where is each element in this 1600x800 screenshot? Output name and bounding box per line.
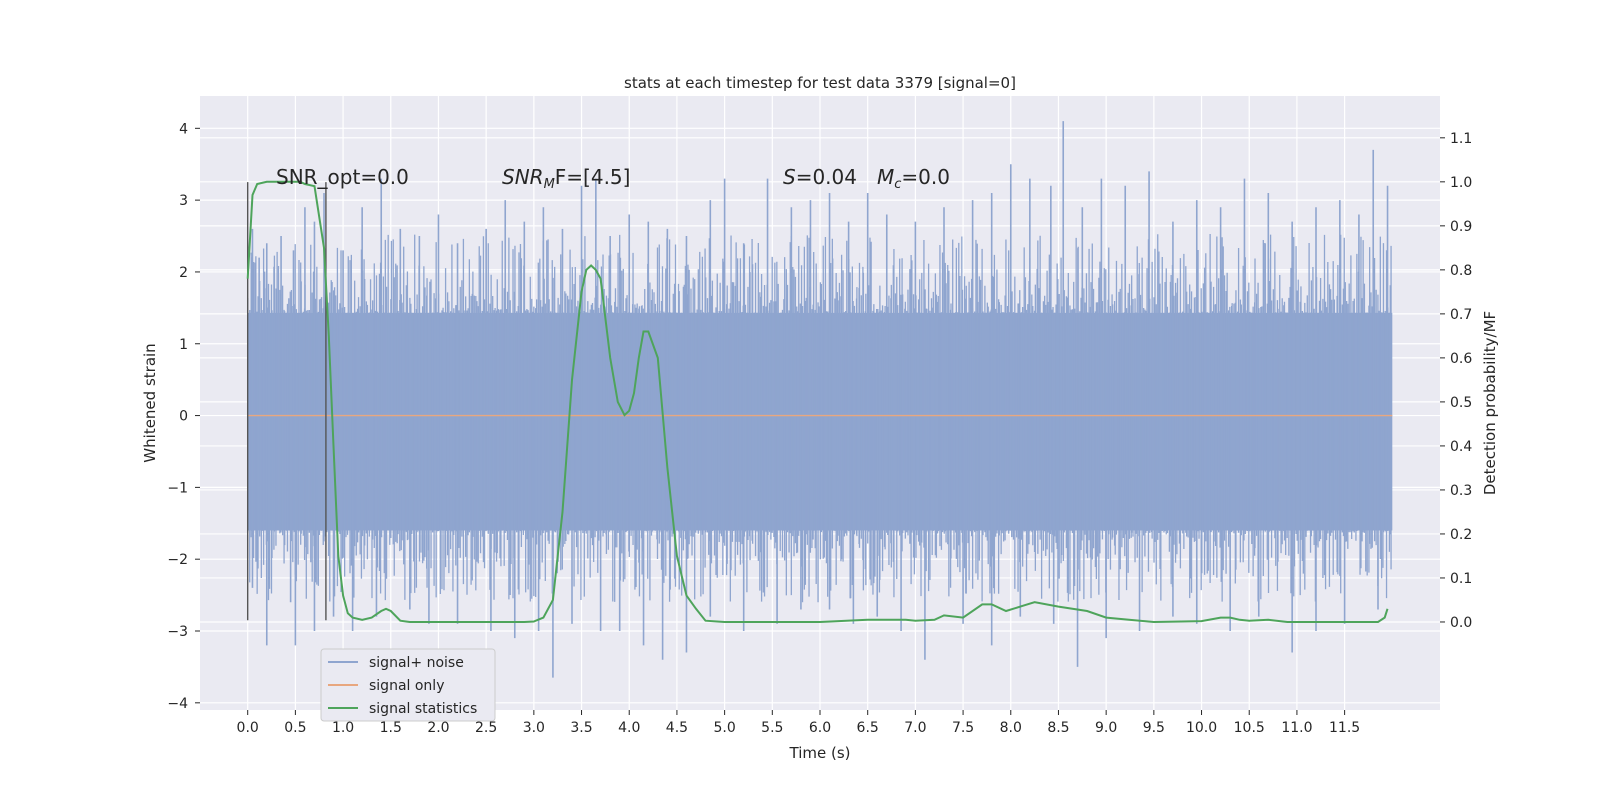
x-tick-label: 2.0	[427, 720, 449, 736]
x-tick-label: 6.0	[809, 720, 831, 736]
x-tick-label: 3.0	[523, 720, 545, 736]
x-tick-label: 4.0	[618, 720, 640, 736]
series-layer	[246, 121, 1393, 678]
y-tick-label: 4	[179, 121, 188, 137]
legend-label-signal-statistics: signal statistics	[369, 701, 477, 717]
x-axis-label: Time (s)	[789, 744, 851, 762]
y-axis-label: Whitened strain	[141, 343, 159, 462]
y2-tick-label: 0.2	[1450, 527, 1472, 543]
x-tick-label: 11.5	[1329, 720, 1360, 736]
y2-tick-label: 0.7	[1450, 307, 1472, 323]
x-tick-label: 2.5	[475, 720, 497, 736]
ticks-layer: 0.0 0.5 1.0 1.5 2.0 2.5 3.0 3.5 4.0 4.5 5.0 5.5 6.0 6…	[167, 121, 1472, 736]
signal-statistics-line	[246, 180, 1389, 624]
annotation-snr-opt: SNR_opt=0.0	[276, 165, 409, 189]
x-tick-label: 10.0	[1186, 720, 1217, 736]
x-tick-label: 1.0	[332, 720, 354, 736]
y2-tick-label: 1.1	[1450, 131, 1472, 147]
x-tick-label: 9.5	[1143, 720, 1165, 736]
x-tick-label: 4.5	[666, 720, 688, 736]
legend-box	[320, 648, 496, 722]
x-tick-label: 1.5	[380, 720, 402, 736]
x-tick-label: 0.5	[284, 720, 306, 736]
y2-tick-label: 0.3	[1450, 483, 1472, 499]
x-tick-label: 9.0	[1095, 720, 1117, 736]
x-tick-label: 5.0	[713, 720, 735, 736]
y2-axis-label: Detection probability/MF	[1481, 311, 1499, 495]
x-tick-label: 11.0	[1281, 720, 1312, 736]
y2-tick-label: 0.8	[1450, 263, 1472, 279]
x-tick-label: 8.5	[1047, 720, 1069, 736]
y2-tick-label: 0.1	[1450, 571, 1472, 587]
x-tick-label: 5.5	[761, 720, 783, 736]
legend-label-signal-noise: signal+ noise	[369, 655, 464, 671]
x-tick-label: 7.0	[904, 720, 926, 736]
legend: signal+ noise signal only signal statist…	[320, 648, 496, 722]
y2-tick-label: 0.5	[1450, 395, 1472, 411]
y2-tick-label: 1.0	[1450, 175, 1472, 191]
y-tick-label: −1	[167, 480, 188, 496]
y-tick-label: 1	[179, 337, 188, 353]
y-tick-label: −2	[167, 552, 188, 568]
x-tick-label: 7.5	[952, 720, 974, 736]
y2-tick-label: 0.4	[1450, 439, 1472, 455]
y-tick-label: −3	[167, 624, 188, 640]
x-tick-label: 8.0	[1000, 720, 1022, 736]
x-tick-label: 6.5	[857, 720, 879, 736]
y-tick-label: 3	[179, 193, 188, 209]
y-tick-label: 2	[179, 265, 188, 281]
y2-tick-label: 0.6	[1450, 351, 1472, 367]
x-tick-label: 3.5	[570, 720, 592, 736]
legend-label-signal-only: signal only	[369, 678, 444, 694]
annotation-snr-mf: SNRMF=[4.5]	[502, 165, 630, 192]
chart-title: stats at each timestep for test data 337…	[624, 74, 1016, 92]
x-tick-label: 10.5	[1234, 720, 1265, 736]
y2-tick-label: 0.9	[1450, 219, 1472, 235]
annotation-mc: Mc=0.0	[877, 165, 950, 192]
y2-tick-label: 0.0	[1450, 615, 1472, 631]
y-tick-label: 0	[179, 409, 188, 425]
x-tick-label: 0.0	[237, 720, 259, 736]
annotation-s: S=0.04	[783, 165, 857, 189]
y-tick-label: −4	[167, 696, 188, 712]
